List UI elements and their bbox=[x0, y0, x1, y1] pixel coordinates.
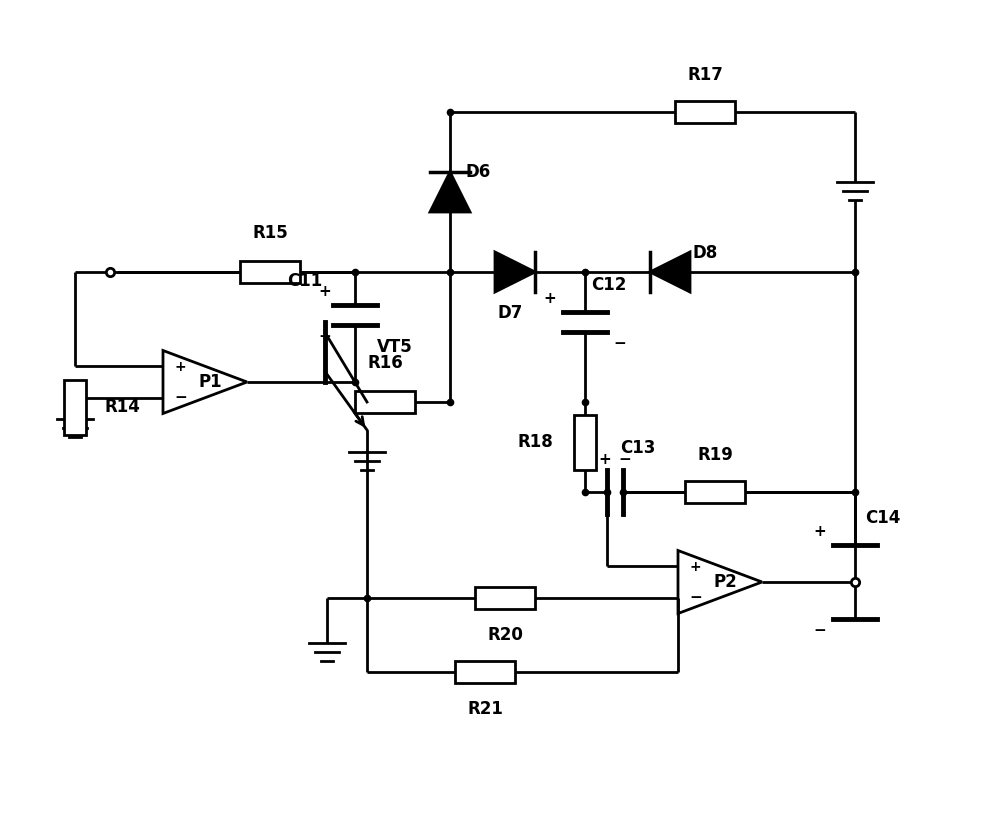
Text: D7: D7 bbox=[497, 304, 523, 322]
Text: R16: R16 bbox=[367, 354, 403, 372]
Text: −: − bbox=[619, 452, 631, 467]
Text: −: − bbox=[689, 590, 702, 605]
Text: +: + bbox=[690, 560, 701, 574]
Text: +: + bbox=[175, 360, 186, 374]
Bar bbox=[574, 414, 596, 470]
Text: P2: P2 bbox=[713, 573, 737, 591]
Text: C13: C13 bbox=[620, 439, 655, 457]
Text: R14: R14 bbox=[105, 399, 141, 416]
Text: C14: C14 bbox=[865, 509, 900, 527]
Text: +: + bbox=[544, 291, 556, 306]
Bar bbox=[475, 586, 535, 609]
Text: D6: D6 bbox=[465, 163, 490, 181]
Text: R15: R15 bbox=[252, 224, 288, 242]
Text: R20: R20 bbox=[487, 626, 523, 643]
Text: VT5: VT5 bbox=[377, 338, 413, 356]
Text: −: − bbox=[174, 390, 187, 404]
Text: −: − bbox=[814, 623, 826, 638]
Bar bbox=[675, 101, 735, 123]
Text: +: + bbox=[814, 524, 826, 539]
Text: D8: D8 bbox=[692, 244, 717, 262]
Bar bbox=[685, 481, 745, 503]
Text: +: + bbox=[599, 452, 611, 467]
Bar bbox=[64, 380, 86, 435]
Text: P1: P1 bbox=[198, 373, 222, 391]
Bar bbox=[240, 261, 300, 283]
Bar bbox=[455, 661, 515, 683]
Polygon shape bbox=[650, 252, 690, 292]
Text: R19: R19 bbox=[697, 446, 733, 464]
Text: +: + bbox=[319, 284, 331, 299]
Text: R17: R17 bbox=[687, 66, 723, 84]
Polygon shape bbox=[430, 172, 470, 212]
Text: R18: R18 bbox=[517, 433, 553, 451]
Text: −: − bbox=[319, 329, 331, 344]
Bar bbox=[355, 391, 415, 413]
Text: C12: C12 bbox=[591, 276, 626, 294]
Polygon shape bbox=[495, 252, 535, 292]
Text: R21: R21 bbox=[467, 700, 503, 718]
Text: C11: C11 bbox=[287, 272, 323, 290]
Text: −: − bbox=[614, 336, 626, 351]
